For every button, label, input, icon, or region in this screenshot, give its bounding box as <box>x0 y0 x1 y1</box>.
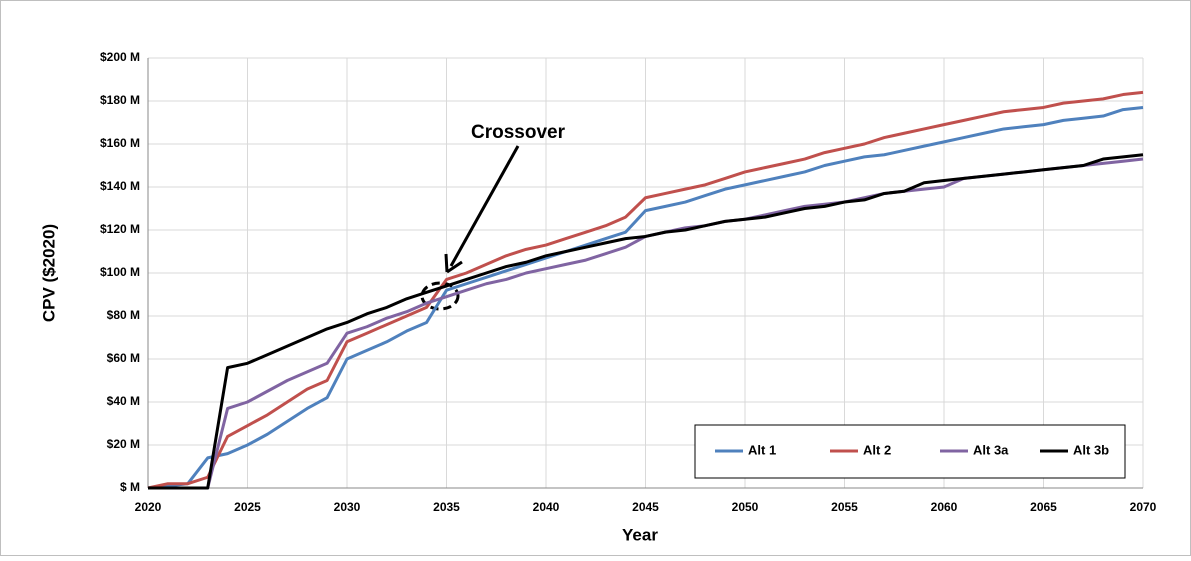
legend-label: Alt 3b <box>1073 442 1109 457</box>
legend-label: Alt 3a <box>973 442 1009 457</box>
x-tick-label: 2040 <box>533 500 560 514</box>
annotation-arrow <box>449 145 520 267</box>
x-tick-label: 2060 <box>931 500 958 514</box>
legend-label: Alt 1 <box>748 442 776 457</box>
y-tick-label: $ M <box>120 480 140 494</box>
y-axis-label: CPV ($2020) <box>39 224 58 322</box>
x-tick-label: 2050 <box>732 500 759 514</box>
x-tick-label: 2025 <box>234 500 261 514</box>
x-tick-label: 2030 <box>334 500 361 514</box>
y-tick-label: $80 M <box>107 308 140 322</box>
y-tick-label: $100 M <box>100 265 140 279</box>
crossover-circle <box>420 281 460 311</box>
series-line <box>147 90 1144 490</box>
x-axis-label: Year <box>622 525 658 544</box>
x-tick-label: 2065 <box>1030 500 1057 514</box>
x-tick-label: 2045 <box>632 500 659 514</box>
y-tick-label: $160 M <box>100 136 140 150</box>
x-tick-label: 2055 <box>831 500 858 514</box>
y-tick-label: $120 M <box>100 222 140 236</box>
y-tick-label: $60 M <box>107 351 140 365</box>
x-tick-label: 2070 <box>1130 500 1157 514</box>
y-tick-label: $140 M <box>100 179 140 193</box>
y-tick-label: $40 M <box>107 394 140 408</box>
arrow-head <box>444 253 463 274</box>
y-tick-label: $200 M <box>100 50 140 64</box>
y-tick-label: $180 M <box>100 93 140 107</box>
x-tick-label: 2020 <box>135 500 162 514</box>
legend-label: Alt 2 <box>863 442 891 457</box>
y-tick-label: $20 M <box>107 437 140 451</box>
series-line <box>148 153 1144 490</box>
annotation: Crossover <box>471 122 566 143</box>
series-line <box>147 105 1144 490</box>
x-tick-label: 2035 <box>433 500 460 514</box>
